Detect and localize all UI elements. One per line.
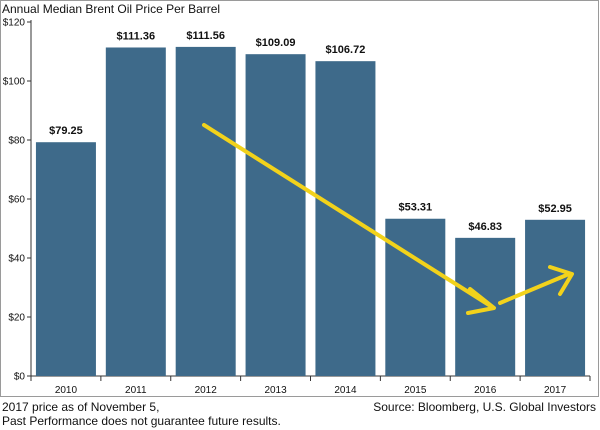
y-tick-label: $120 [3,18,26,29]
x-tick-label-2012: 2012 [195,385,218,396]
downtrend-arrow [202,123,491,307]
chart-frame [0,0,599,397]
x-tick-label-2016: 2016 [474,385,497,396]
uptrend-arrowhead [548,265,574,296]
y-tick-label: $20 [8,313,25,324]
footnote-disclaimer: Past Performance does not guarantee futu… [2,414,281,428]
bar-2015 [385,218,446,376]
y-tick-label: $80 [8,136,25,147]
uptrend-arrow [498,272,571,305]
data-label-2015: $53.31 [398,202,432,214]
footnote-source: Source: Bloomberg, U.S. Global Investors [373,400,596,414]
x-tick-label-2011: 2011 [125,385,147,396]
y-tick-label: $60 [8,195,25,206]
x-tick-label-2014: 2014 [334,385,357,396]
bar-2014 [315,61,376,377]
data-label-2017: $52.95 [538,203,572,215]
x-tick-label-2017: 2017 [544,385,567,396]
x-tick-label-2010: 2010 [55,385,78,396]
y-tick-label: $100 [3,77,26,88]
chart-title: Annual Median Brent Oil Price Per Barrel [2,2,221,16]
y-tick-label: $40 [8,254,25,265]
data-label-2011: $111.36 [117,30,156,42]
data-label-2010: $79.25 [49,125,83,137]
data-label-2014: $106.72 [326,44,366,56]
y-tick-label: $0 [14,372,26,383]
data-label-2013: $109.09 [256,37,296,49]
x-tick-label-2013: 2013 [264,385,287,396]
x-tick-label-2015: 2015 [404,385,427,396]
data-label-2016: $46.83 [468,221,502,233]
bar-2010 [35,142,96,376]
bar-chart: $0 $20 $40 $60 $80 $100 $120 $79.25 2010 $111.36 2… [3,18,591,396]
bar-2012 [175,46,236,376]
downtrend-arrowhead [466,287,496,315]
footnote-date: 2017 price as of November 5, [2,400,160,414]
bar-2013 [245,54,306,376]
bar-2016 [455,237,516,376]
bar-2011 [105,47,166,376]
data-label-2012: $111.56 [186,30,225,42]
bar-2017 [525,219,586,376]
